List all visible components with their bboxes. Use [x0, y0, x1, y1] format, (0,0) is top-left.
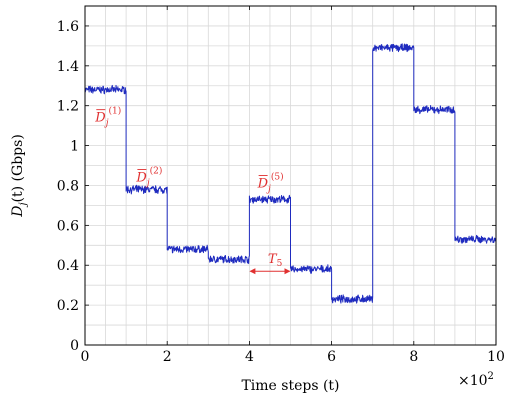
x-axis-multiplier-base: ×10	[458, 373, 488, 389]
y-axis-label: Dj(t) (Gbps)	[10, 134, 29, 218]
y-axis-label-subscript: j	[18, 202, 29, 207]
y-tick-label: 1.2	[57, 99, 79, 115]
x-tick-label: 2	[163, 349, 172, 365]
annotation-label: Dj(2)	[135, 165, 162, 188]
y-tick-label: 0.8	[57, 178, 79, 194]
x-tick-label: 4	[245, 349, 254, 365]
plot-frame	[84, 5, 497, 346]
y-axis-label-symbol: D	[10, 206, 26, 218]
x-tick-label: 6	[327, 349, 336, 365]
series	[84, 43, 497, 304]
period-arrow-head-left	[249, 268, 256, 275]
y-tick-label: 0	[70, 338, 79, 354]
x-tick-label: 8	[409, 349, 418, 365]
annotation-label: Dj(1)	[94, 106, 121, 129]
x-axis-label: Time steps (t)	[241, 378, 339, 394]
y-tick-label: 0.6	[57, 218, 79, 234]
x-tick-label: 10	[487, 349, 505, 365]
y-tick-label: 0.2	[57, 298, 79, 314]
x-axis-multiplier-exponent: 2	[488, 371, 494, 382]
annotation-label: T5	[268, 252, 283, 269]
tick-labels: 0 2 4 6 8 10 0 0.2 0.4 0.6 0.8 1 1.2 1.4 1.6	[57, 19, 505, 365]
y-tick-label: 1	[70, 139, 79, 155]
y-tick-label: 0.4	[57, 258, 79, 274]
period-arrow-head-right	[284, 268, 291, 275]
x-axis-multiplier: ×102	[458, 371, 494, 389]
y-tick-label: 1.6	[57, 19, 79, 35]
data-series-line	[84, 43, 497, 304]
y-tick-label: 1.4	[57, 59, 79, 75]
y-axis-label-rest: (t) (Gbps)	[10, 134, 26, 202]
ticks	[84, 6, 497, 346]
x-tick-label: 0	[81, 349, 90, 365]
annotations: Dj(1) Dj(2) Dj(5) T5	[94, 106, 291, 275]
annotation-label: Dj(5)	[257, 171, 284, 194]
